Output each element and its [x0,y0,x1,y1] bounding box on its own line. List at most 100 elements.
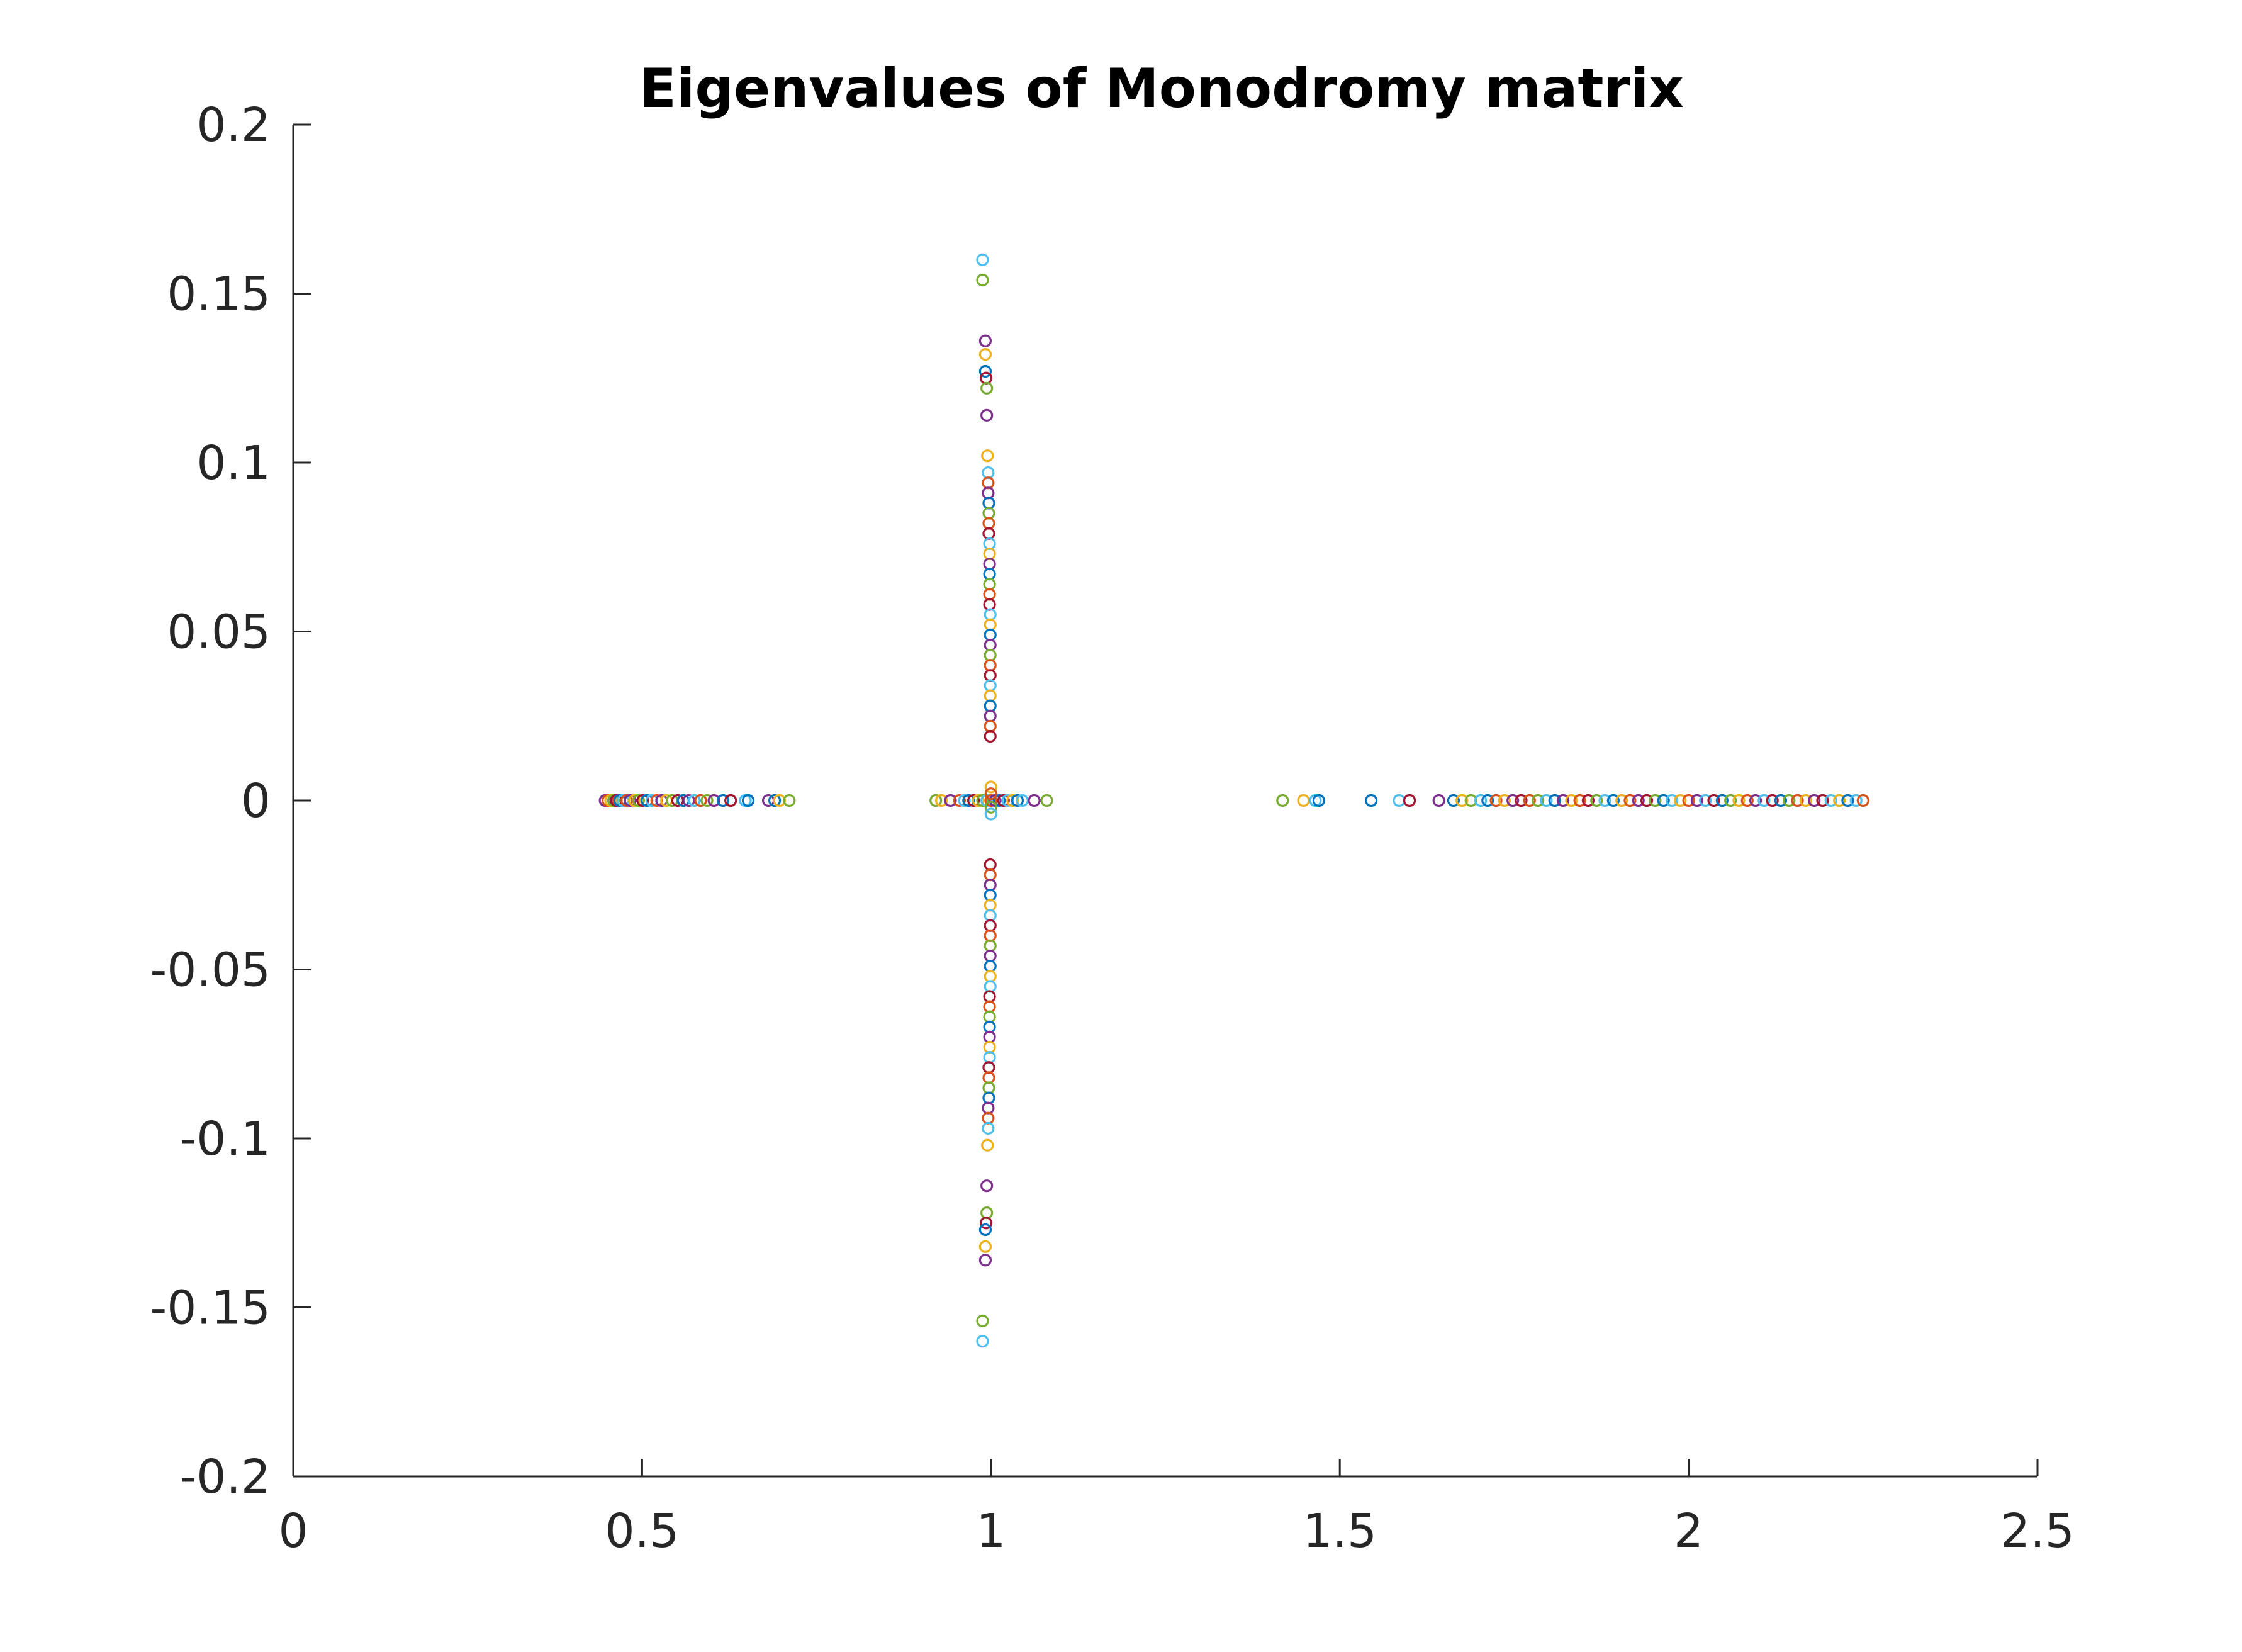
data-point [1623,794,1637,807]
data-point [984,794,997,807]
data-point [1531,794,1545,807]
data-point [1816,794,1829,807]
data-point [980,408,994,422]
data-point [1724,794,1737,807]
y-tick-label: 0.15 [167,267,271,322]
data-point [976,794,989,807]
y-tick-label: 0 [241,774,271,828]
data-point [1312,794,1326,807]
data-point [1556,794,1570,807]
data-point [1489,794,1503,807]
data-point [1665,794,1679,807]
data-point [1364,794,1378,807]
data-point [1481,794,1494,807]
data-point [967,794,980,807]
data-point [1028,794,1041,807]
data-point [1715,794,1729,807]
data-point [688,794,701,807]
y-tick-label: -0.05 [150,943,271,997]
data-point [958,794,971,807]
x-tick-label: 0 [278,1504,308,1558]
x-tick-label: 0.5 [605,1504,680,1558]
x-axis-ticks: 0 0.5 1 1.5 2 2.5 [278,1459,2075,1558]
data-point [976,1335,989,1348]
data-point [1766,794,1779,807]
data-point [1309,794,1322,807]
data-point [1791,794,1804,807]
data-point [1590,794,1603,807]
data-point [953,794,967,807]
data-point [700,794,714,807]
data-point [1690,794,1704,807]
data-point [978,364,992,378]
x-tick-label: 2.5 [2000,1504,2075,1558]
data-point [1606,794,1620,807]
data-point [1824,794,1837,807]
data-point [1682,794,1695,807]
data-point [972,794,985,807]
data-point [929,794,943,807]
data-point [1016,794,1029,807]
data-point [980,1179,994,1193]
data-point [1849,794,1863,807]
data-point [1447,794,1460,807]
data-point [993,794,1006,807]
data-point [976,253,989,266]
x-tick-label: 1.5 [1303,1504,1377,1558]
data-point [978,1240,992,1253]
data-point [694,794,707,807]
data-point [632,794,645,807]
data-point [707,794,720,807]
y-tick-label: -0.2 [180,1450,271,1504]
data-point [1498,794,1511,807]
data-point [1799,794,1812,807]
data-points [598,253,1869,1348]
data-point [1515,794,1528,807]
data-point [1581,794,1595,807]
data-point [997,794,1010,807]
data-point [982,1121,995,1135]
data-point [1598,794,1611,807]
data-point [716,794,730,807]
data-point [1783,794,1796,807]
y-tick-label: -0.1 [180,1112,271,1166]
data-point [934,794,948,807]
data-point [1615,794,1628,807]
data-point [1640,794,1654,807]
data-point [1040,794,1053,807]
data-point [1657,794,1670,807]
data-point [1573,794,1586,807]
chart-title: Eigenvalues of Monodromy matrix [639,57,1684,120]
data-point [984,807,997,821]
data-point [1808,794,1821,807]
data-point [1540,794,1553,807]
data-point [1740,794,1754,807]
data-point [1707,794,1720,807]
data-point [741,794,755,807]
data-point [978,1223,992,1237]
data-point [1841,794,1854,807]
data-point [976,273,989,287]
data-point [1403,794,1416,807]
data-point [978,348,992,361]
data-point [1732,794,1746,807]
y-tick-label: 0.05 [167,605,271,660]
data-point [1749,794,1763,807]
data-point [1833,794,1846,807]
data-point [984,729,997,743]
data-point [636,794,649,807]
data-point [1506,794,1520,807]
data-point [1455,794,1469,807]
data-point [624,794,637,807]
data-point [978,1254,992,1267]
data-point [984,780,997,794]
data-point [984,787,997,801]
x-tick-label: 1 [976,1504,1006,1558]
data-point [1276,794,1289,807]
y-tick-label: -0.15 [150,1281,271,1335]
data-point [724,794,737,807]
data-point [783,794,796,807]
x-tick-label: 2 [1674,1504,1703,1558]
